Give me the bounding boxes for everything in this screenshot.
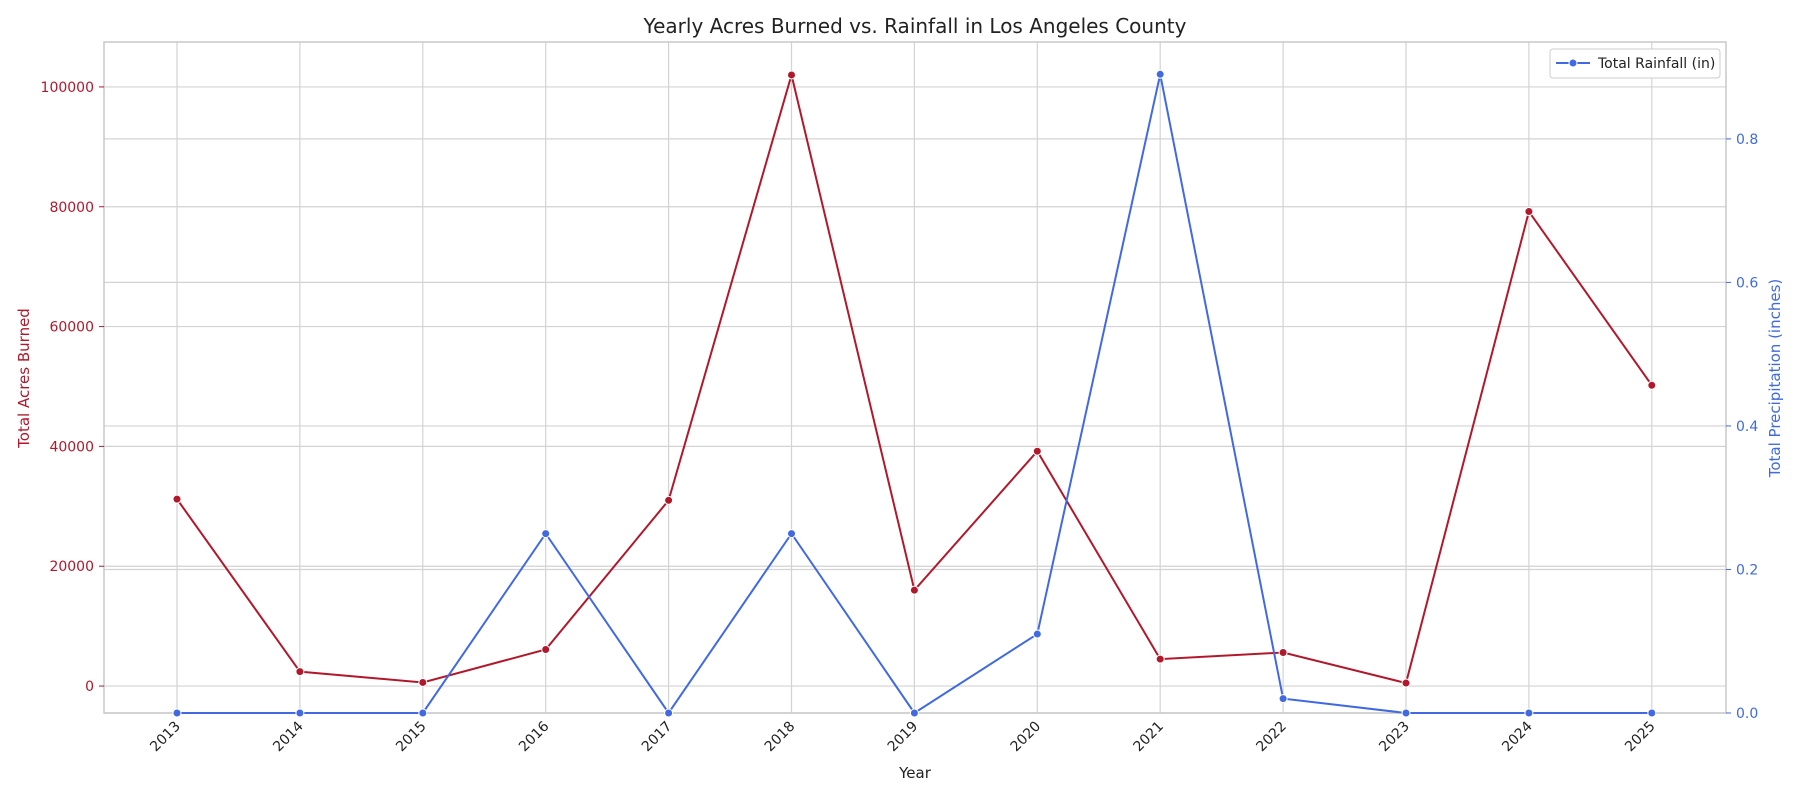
right-tick-label: 0.4 xyxy=(1736,419,1758,435)
right-tick-label: 0.0 xyxy=(1736,706,1758,722)
x-tick-label: 2014 xyxy=(270,718,307,755)
acres-burned-point xyxy=(1647,380,1657,390)
legend-rain-marker-swatch xyxy=(1568,58,1578,68)
right-tick-label: 0.2 xyxy=(1736,562,1758,578)
rainfall-point xyxy=(1032,629,1042,639)
x-tick-label: 2013 xyxy=(147,719,184,756)
right-tick-label: 0.8 xyxy=(1736,132,1758,148)
acres-burned-point xyxy=(1155,654,1165,664)
rainfall-point xyxy=(541,529,551,539)
rainfall-point xyxy=(295,708,305,718)
left-tick-label: 60000 xyxy=(49,320,94,336)
acres-burned-point xyxy=(295,667,305,677)
x-axis-ticks: 2013 2014 2015 2016 2017 2018 2019 2020 2021 2022… xyxy=(147,718,1658,755)
x-tick-label: 2025 xyxy=(1622,719,1659,756)
left-axis-label: Total Acres Burned xyxy=(15,308,33,449)
x-axis-label: Year xyxy=(898,764,932,782)
rainfall-point xyxy=(1647,708,1657,718)
rainfall-point xyxy=(418,708,428,718)
legend: Total Rainfall (in) xyxy=(1549,48,1721,79)
left-axis-ticks: 0 20000 40000 60000 80000 100000 xyxy=(41,80,104,695)
left-tick-label: 20000 xyxy=(49,559,94,575)
acres-burned-point xyxy=(1278,647,1288,657)
right-axis-ticks: 0.0 0.2 0.4 0.6 0.8 xyxy=(1726,132,1758,722)
chart-title: Yearly Acres Burned vs. Rainfall in Los … xyxy=(643,14,1187,38)
acres-burned-point xyxy=(1401,678,1411,688)
rainfall-point xyxy=(909,708,919,718)
right-tick-label: 0.6 xyxy=(1736,275,1758,291)
left-tick-label: 100000 xyxy=(41,80,94,96)
acres-burned-point xyxy=(787,70,796,80)
rainfall-point xyxy=(1401,708,1411,718)
acres-burned-point xyxy=(1524,207,1534,217)
acres-burned-point xyxy=(1032,446,1042,456)
acres-burned-point xyxy=(418,677,428,687)
acres-burned-point xyxy=(172,494,182,504)
left-tick-label: 80000 xyxy=(49,200,94,216)
rainfall-point xyxy=(664,708,674,718)
rainfall-point xyxy=(787,529,796,539)
x-tick-label: 2024 xyxy=(1499,718,1536,755)
right-axis-label: Total Precipitation (inches) xyxy=(1766,279,1784,479)
x-tick-label: 2018 xyxy=(762,719,799,756)
acres-burned-point xyxy=(909,585,919,595)
legend-rain-label: Total Rainfall (in) xyxy=(1597,56,1715,72)
x-tick-label: 2016 xyxy=(516,718,553,755)
rainfall-point xyxy=(1155,69,1165,79)
series-layer xyxy=(172,69,1657,718)
rainfall-point xyxy=(172,708,182,718)
x-tick-label: 2015 xyxy=(393,719,430,756)
left-tick-label: 40000 xyxy=(49,439,94,455)
rainfall-point xyxy=(1278,694,1288,704)
grid-lines xyxy=(104,42,1726,714)
left-tick-label: 0 xyxy=(85,679,94,695)
rainfall-point xyxy=(1524,708,1534,718)
x-tick-label: 2019 xyxy=(885,719,922,756)
x-tick-label: 2023 xyxy=(1376,719,1413,756)
x-tick-label: 2022 xyxy=(1253,719,1290,756)
acres-burned-point xyxy=(541,644,551,654)
legend-box xyxy=(1549,48,1721,79)
x-tick-label: 2021 xyxy=(1131,719,1168,756)
x-tick-label: 2017 xyxy=(639,719,676,756)
x-tick-label: 2020 xyxy=(1008,719,1045,756)
acres-burned-point xyxy=(664,495,674,505)
